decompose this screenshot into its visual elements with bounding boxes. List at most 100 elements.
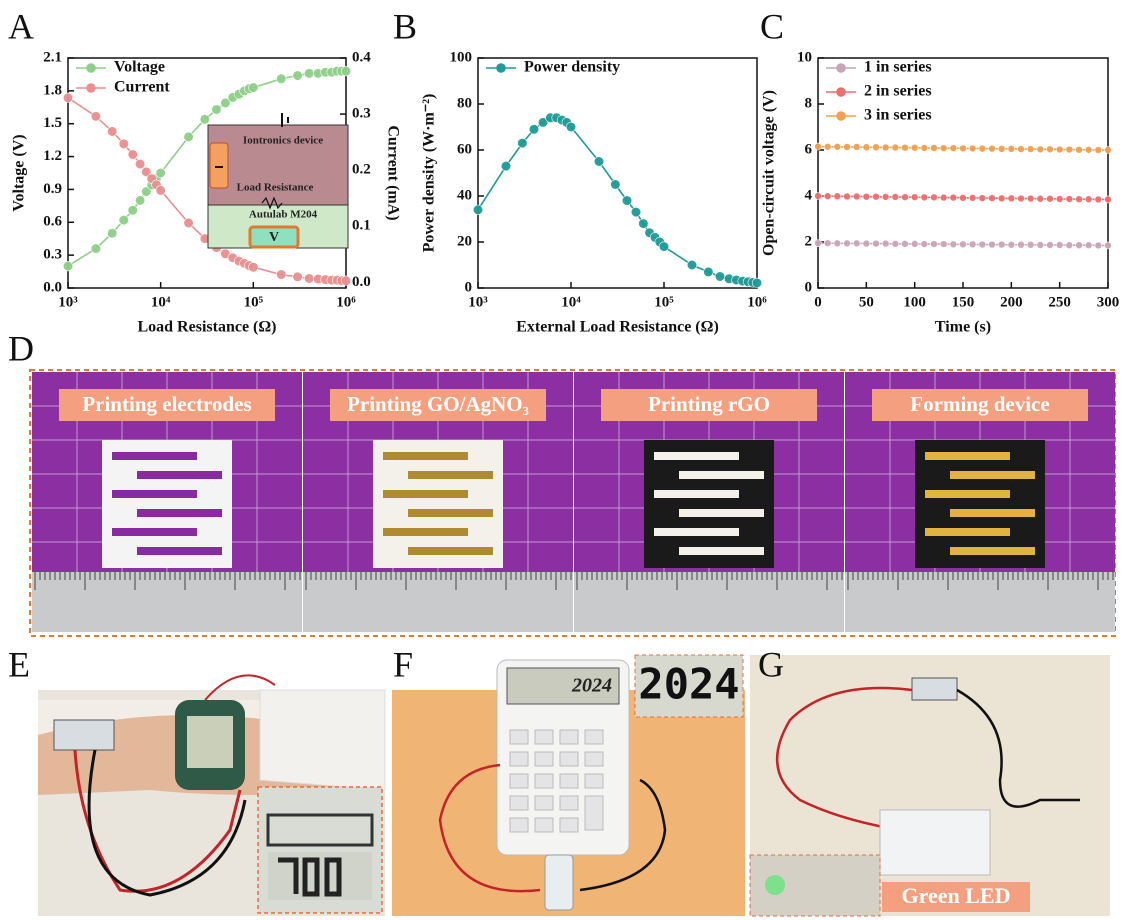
y-axis-label: Voltage (V)	[11, 134, 28, 211]
data-point	[212, 105, 222, 115]
plot-frame	[818, 58, 1108, 288]
y-tick-label: 0.6	[43, 214, 62, 230]
data-point	[91, 112, 101, 122]
data-point	[863, 144, 870, 151]
data-point	[1027, 146, 1034, 153]
data-point	[950, 241, 957, 248]
data-point	[1056, 241, 1063, 248]
ruler	[574, 572, 844, 632]
y-tick-label: 1.5	[43, 115, 62, 131]
y-axis-label: Open-circuit voltage (V)	[761, 90, 778, 256]
device-gap	[654, 528, 739, 536]
data-point	[1095, 147, 1102, 154]
data-point	[594, 157, 604, 167]
x-tick-label: 10⁶	[747, 294, 767, 310]
data-point	[921, 144, 928, 151]
y-tick-label: 0.9	[43, 181, 62, 197]
data-point	[873, 144, 880, 151]
panel-label: D	[8, 328, 34, 368]
y-tick-label: 1.8	[43, 82, 62, 98]
data-point	[844, 193, 851, 200]
legend-marker	[496, 63, 506, 73]
data-point	[1076, 146, 1083, 153]
data-point	[91, 244, 101, 254]
data-point	[853, 144, 860, 151]
data-point	[979, 241, 986, 248]
data-point	[1085, 196, 1092, 203]
data-point	[1047, 146, 1054, 153]
inset-label: Load Resistance	[237, 182, 314, 194]
panel-label: B	[393, 6, 417, 46]
data-point	[1066, 242, 1073, 249]
data-point	[844, 144, 851, 151]
y-tick-label: 0	[805, 279, 813, 295]
device-gap	[654, 452, 739, 460]
data-point	[1008, 241, 1015, 248]
page: {"panel_labels": ["A", "B", "C", "D", "E…	[0, 0, 1123, 920]
legend-marker	[836, 111, 846, 121]
x-tick-label: 50	[859, 294, 874, 310]
data-point	[824, 193, 831, 200]
y-axis-label: Power density (W·m⁻²)	[421, 94, 438, 253]
data-point	[863, 193, 870, 200]
photo-led	[750, 655, 1110, 916]
data-point	[998, 241, 1005, 248]
data-point	[1037, 146, 1044, 153]
data-point	[107, 228, 117, 238]
device-gap	[408, 509, 493, 517]
data-point	[1105, 196, 1112, 203]
data-point	[892, 193, 899, 200]
data-point	[892, 144, 899, 151]
device-gap	[137, 471, 222, 479]
data-point	[631, 207, 641, 217]
y-tick-label: 40	[457, 187, 472, 203]
step-label: Printing GO/AgNO₃	[347, 392, 529, 416]
data-point	[853, 240, 860, 247]
data-point	[1076, 242, 1083, 249]
data-point	[931, 144, 938, 151]
y-tick-label: 0.1	[352, 218, 371, 234]
data-point	[834, 193, 841, 200]
data-point	[969, 241, 976, 248]
data-point	[128, 205, 138, 215]
device-gap	[925, 452, 1010, 460]
data-point	[1027, 241, 1034, 248]
y-tick-label: 1.2	[43, 148, 62, 164]
inset-label: Autulab M204	[249, 209, 318, 221]
y-tick-label: 100	[450, 49, 473, 65]
data-point	[1105, 242, 1112, 249]
device-gap	[137, 509, 222, 517]
data-point	[940, 194, 947, 201]
x-tick-label: 10⁵	[654, 294, 674, 310]
legend-marker	[86, 83, 96, 93]
device-gap	[654, 490, 739, 498]
legend-marker	[836, 87, 846, 97]
x-tick-label: 250	[1048, 294, 1071, 310]
data-point	[249, 83, 259, 93]
y-tick-label: 0.0	[352, 274, 371, 290]
data-point	[1066, 146, 1073, 153]
y-tick-label: 0.4	[352, 49, 371, 65]
data-point	[135, 196, 145, 206]
device-gap	[112, 528, 197, 536]
data-point	[135, 159, 145, 169]
y-tick-label: 6	[805, 141, 813, 157]
legend-label: Current	[114, 79, 170, 96]
y-tick-label: 20	[457, 233, 472, 249]
x-tick-label: 0	[814, 294, 822, 310]
x-tick-label: 10⁴	[151, 294, 171, 310]
x-tick-label: 300	[1097, 294, 1120, 310]
data-point	[940, 145, 947, 152]
y-tick-label: 0	[465, 279, 473, 295]
led-label: Green LED	[902, 883, 1011, 908]
data-point	[752, 278, 762, 288]
data-point	[882, 193, 889, 200]
data-point	[1027, 195, 1034, 202]
data-point	[1085, 146, 1092, 153]
y-tick-label: 0.2	[352, 162, 371, 178]
data-point	[873, 193, 880, 200]
figure: A B C D E F G Printing electrodesPrintin…	[0, 0, 1123, 920]
device-gap	[679, 547, 764, 555]
data-point	[1037, 195, 1044, 202]
x-tick-label: 10³	[468, 294, 488, 310]
